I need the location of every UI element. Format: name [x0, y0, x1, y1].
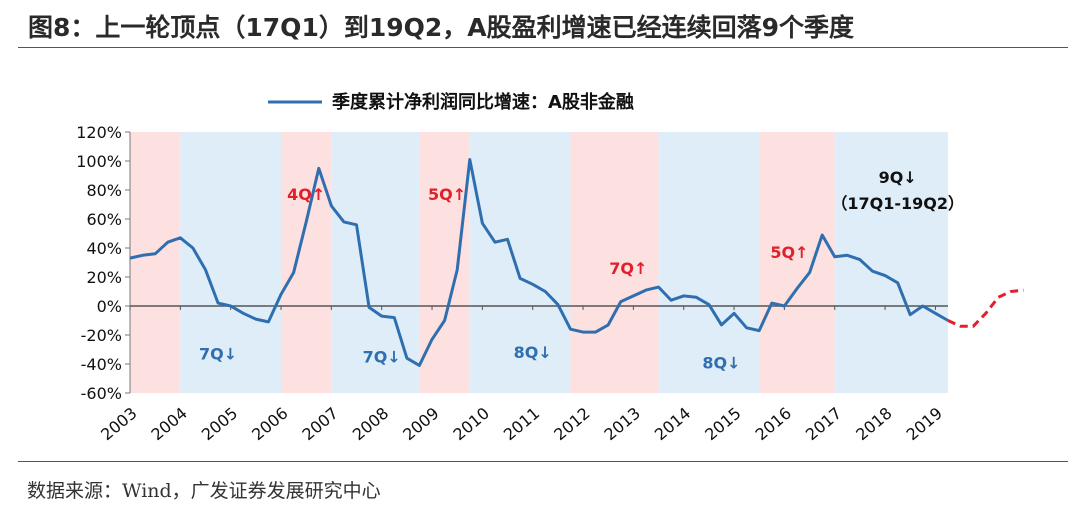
- y-tick-label: 60%: [86, 210, 122, 229]
- y-tick-label: 80%: [86, 181, 122, 200]
- x-tick-label: 2017: [802, 404, 845, 445]
- legend: 季度累计净利润同比增速：A股非金融: [268, 91, 634, 113]
- shaded-band-up: [130, 132, 181, 393]
- x-tick-label: 2016: [752, 404, 795, 445]
- annotation-label: （17Q1-19Q2）: [831, 194, 964, 213]
- annotation-label: 8Q↓: [514, 343, 552, 362]
- x-tick-label: 2011: [500, 404, 543, 445]
- y-tick-label: 120%: [76, 123, 122, 142]
- x-tick-label: 2014: [651, 404, 694, 445]
- series-lines: [129, 158, 1024, 367]
- y-tick-label: 20%: [86, 268, 122, 287]
- x-tick-label: 2005: [198, 404, 241, 445]
- legend-label: 季度累计净利润同比增速：A股非金融: [332, 91, 634, 113]
- shaded-band-up: [419, 132, 470, 393]
- x-tick-label: 2006: [248, 404, 291, 445]
- x-tick-label: 2009: [399, 404, 442, 445]
- shaded-band-down: [658, 132, 760, 393]
- y-tick-label: 40%: [86, 239, 122, 258]
- y-tick-label: 0%: [97, 297, 122, 316]
- annotation-label: 7Q↓: [199, 345, 237, 364]
- annotation-label: 7Q↑: [609, 259, 647, 278]
- x-tick-label: 2008: [349, 404, 392, 445]
- y-tick-label: -20%: [81, 326, 122, 345]
- title-rule: [18, 47, 1068, 48]
- x-tick-label: 2003: [97, 404, 140, 445]
- annotation-label: 8Q↓: [702, 353, 740, 372]
- shaded-band-down: [180, 132, 282, 393]
- x-tick-label: 2010: [450, 404, 493, 445]
- annotation-label: 7Q↓: [363, 348, 401, 367]
- figure-title: 图8：上一轮顶点（17Q1）到19Q2，A股盈利增速已经连续回落9个季度: [28, 13, 855, 42]
- shaded-band-up: [570, 132, 659, 393]
- annotation-label: 4Q↑: [287, 185, 325, 204]
- x-tick-label: 2013: [601, 404, 644, 445]
- source-rule: [18, 461, 1068, 462]
- annotation-label: 9Q↓: [879, 168, 917, 187]
- shaded-band-down: [469, 132, 571, 393]
- y-tick-label: -60%: [81, 384, 122, 403]
- x-tick-label: 2019: [903, 404, 946, 445]
- x-tick-label: 2004: [148, 404, 191, 445]
- x-tick-label: 2015: [701, 404, 744, 445]
- series-line: [129, 158, 949, 367]
- x-tick-label: 2018: [852, 404, 895, 445]
- shaded-band-up: [281, 132, 332, 393]
- shaded-band-down: [834, 132, 948, 393]
- annotation-label: 5Q↑: [428, 185, 466, 204]
- source-note: 数据来源：Wind，广发证券发展研究中心: [27, 480, 381, 502]
- shaded-bands: [130, 132, 948, 393]
- shaded-band-up: [759, 132, 835, 393]
- forecast-line: [947, 288, 1024, 328]
- y-tick-label: 100%: [76, 152, 122, 171]
- annotations: 4Q↑ 5Q↑ 7Q↑ 5Q↑ 7Q↓ 7Q↓ 8Q↓ 8Q↓ 9Q↓ （17Q1-19Q2）: [199, 168, 964, 373]
- y-tick-label: -40%: [81, 355, 122, 374]
- x-tick-label: 2007: [299, 404, 342, 445]
- x-tick-label: 2012: [550, 404, 593, 445]
- annotation-label: 5Q↑: [770, 243, 808, 262]
